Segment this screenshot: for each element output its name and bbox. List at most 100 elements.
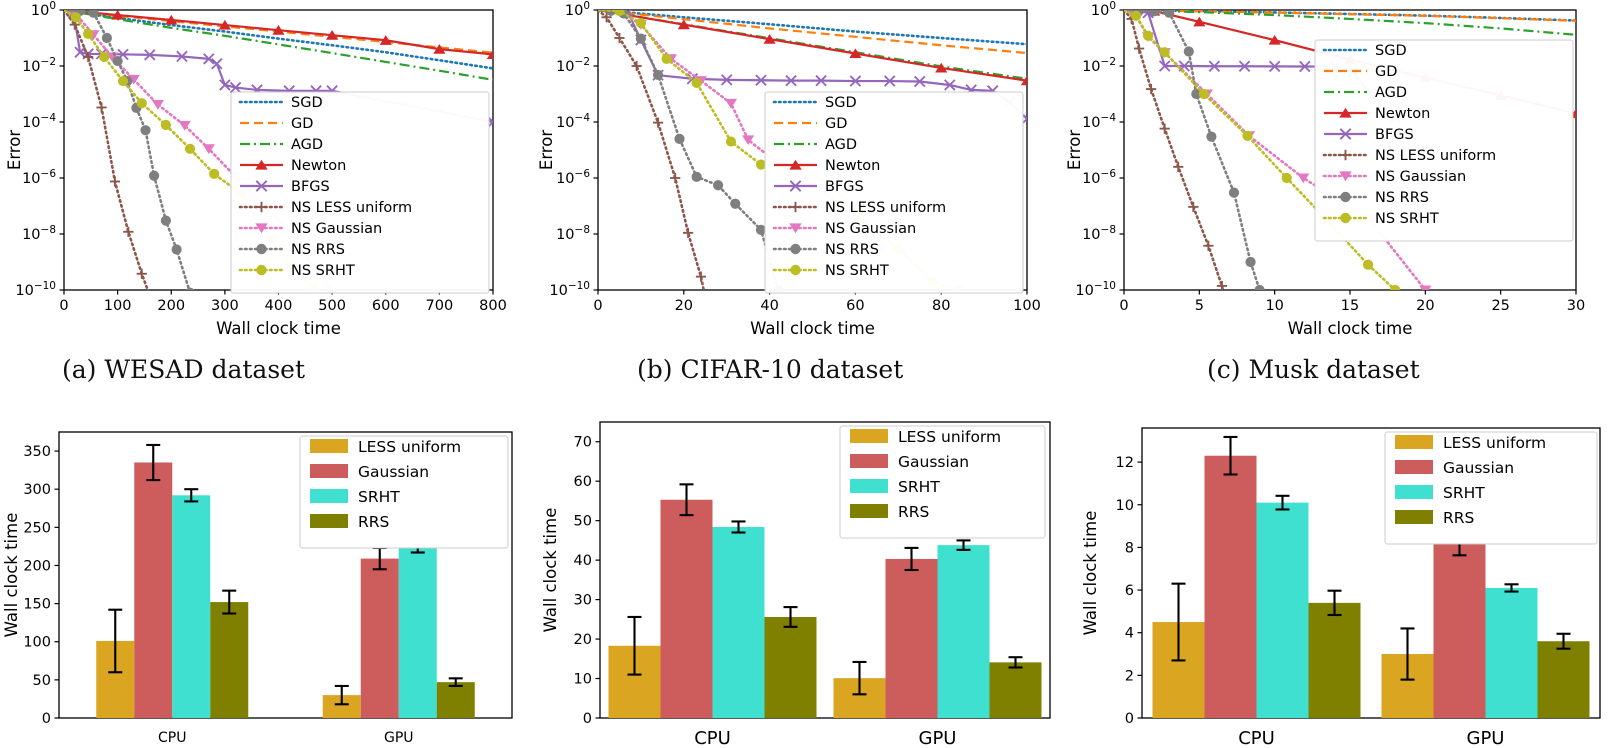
svg-text:200: 200 xyxy=(23,558,51,574)
svg-text:500: 500 xyxy=(318,298,346,314)
svg-text:12: 12 xyxy=(1116,455,1134,471)
svg-text:10−8: 10−8 xyxy=(556,224,590,243)
legend-label-bfgs: BFGS xyxy=(1375,127,1414,143)
error-bar xyxy=(1504,583,1519,593)
legend[interactable]: SGD GD AGD Newton BFGS NS LESS uniform NS Gaus… xyxy=(1314,39,1574,242)
category-label-gpu: GPU xyxy=(1467,728,1505,748)
panel-e-svg: CPU GPU 0 10 20 30 40 50 60 70 Wall clock time LESS… xyxy=(541,421,1051,748)
bar-gpu-srht xyxy=(398,547,437,718)
svg-text:0: 0 xyxy=(1119,298,1128,314)
svg-text:2: 2 xyxy=(1125,668,1134,684)
svg-text:100: 100 xyxy=(565,0,590,19)
svg-text:60: 60 xyxy=(846,298,864,314)
svg-text:6: 6 xyxy=(1125,583,1134,599)
caption-a: (a) WESAD dataset xyxy=(62,355,306,384)
bar-gpu-rrs xyxy=(436,682,475,718)
svg-text:800: 800 xyxy=(479,298,507,314)
svg-text:20: 20 xyxy=(574,632,592,648)
legend-label-gaussian: Gaussian xyxy=(1443,459,1514,477)
error-bar xyxy=(108,608,123,674)
y-axis-label: Wall clock time xyxy=(541,508,560,633)
bar-gpu-rrs xyxy=(989,662,1042,718)
legend[interactable]: SGD GD AGD Newton BFGS NS LESS uniform NS Gaus… xyxy=(230,91,490,294)
error-bar xyxy=(627,615,642,676)
svg-text:100: 100 xyxy=(31,0,56,19)
error-bar xyxy=(1327,589,1342,617)
category-label-gpu: GPU xyxy=(919,728,957,748)
series-line-agd xyxy=(64,10,493,81)
legend-swatch-rrs xyxy=(1395,510,1433,524)
legend-swatch-rrs xyxy=(850,504,888,518)
svg-text:100: 100 xyxy=(1091,0,1116,19)
panel-c-svg: 0 5 10 15 20 25 30 100 10−2 10−4 10−6 10−8 10−10 Wall… xyxy=(1065,0,1585,335)
legend-label-rrs: RRS xyxy=(898,503,929,521)
legend-label-agd: AGD xyxy=(1375,85,1407,101)
bar-cpu-rrs xyxy=(210,602,249,718)
x-axis-label: Wall clock time xyxy=(216,319,341,335)
bar-gpu-rrs xyxy=(1537,641,1590,718)
legend[interactable]: LESS uniform Gaussian SRHT RRS xyxy=(1384,431,1598,545)
category-label-gpu: GPU xyxy=(384,730,414,746)
svg-text:600: 600 xyxy=(372,298,400,314)
svg-text:10−10: 10−10 xyxy=(549,280,590,299)
legend-swatch-gaussian xyxy=(1395,460,1433,474)
legend-label-agd: AGD xyxy=(825,137,857,153)
caption-c: (c) Musk dataset xyxy=(1207,355,1420,384)
svg-text:30: 30 xyxy=(1567,298,1585,314)
svg-text:40: 40 xyxy=(574,553,592,569)
svg-text:250: 250 xyxy=(23,520,51,536)
svg-text:10−2: 10−2 xyxy=(1082,56,1116,75)
svg-text:100: 100 xyxy=(1013,298,1041,314)
error-bar xyxy=(956,539,971,551)
legend-label-ns-less-uniform: NS LESS uniform xyxy=(291,200,412,216)
svg-text:10−8: 10−8 xyxy=(1082,224,1116,243)
svg-text:350: 350 xyxy=(23,444,51,460)
bar-cpu-rrs xyxy=(1308,602,1361,718)
legend-label-newton: Newton xyxy=(291,158,346,174)
svg-text:10−8: 10−8 xyxy=(22,224,56,243)
svg-text:10−6: 10−6 xyxy=(22,168,56,187)
legend-label-bfgs: BFGS xyxy=(825,179,864,195)
error-bar xyxy=(448,677,463,688)
y-axis-label: Error xyxy=(537,130,556,170)
bar-gpu-gaussian xyxy=(1433,543,1486,718)
legend-label-ns-srht: NS SRHT xyxy=(291,263,355,279)
legend-label-ns-rrs: NS RRS xyxy=(291,242,345,258)
bar-chart-musk: CPU GPU 0 2 4 6 8 10 12 Wall clock time LESS unifo… xyxy=(1060,400,1611,748)
svg-text:30: 30 xyxy=(574,593,592,609)
series-line-gd xyxy=(598,10,1027,55)
legend-label-ns-rrs: NS RRS xyxy=(825,242,879,258)
panel-d-svg: CPU GPU 0 50 100 150 200 250 300 350 Wall clock ti… xyxy=(2,431,513,746)
legend[interactable]: LESS uniform Gaussian SRHT RRS xyxy=(839,425,1046,539)
svg-text:300: 300 xyxy=(211,298,239,314)
category-label-cpu: CPU xyxy=(694,728,731,748)
legend-label-less-uniform: LESS uniform xyxy=(358,438,461,456)
error-bar xyxy=(783,606,798,628)
legend-swatch-gaussian xyxy=(850,454,888,468)
series-line-ns-less-uniform xyxy=(1124,10,1225,290)
bar-cpu-srht xyxy=(712,526,765,718)
legend-label-gd: GD xyxy=(291,116,313,132)
legend[interactable]: LESS uniform Gaussian SRHT RRS xyxy=(299,435,509,549)
category-label-cpu: CPU xyxy=(158,730,186,746)
convergence-plot-cifar10: 0 20 40 60 80 100 100 10−2 10−4 10−6 10−8 10−10 Wall… xyxy=(530,0,1060,335)
bar-cpu-srht xyxy=(172,495,211,718)
svg-text:10−10: 10−10 xyxy=(15,280,56,299)
legend-label-less-uniform: LESS uniform xyxy=(898,428,1001,446)
legend-label-less-uniform: LESS uniform xyxy=(1443,434,1546,452)
legend-swatch-less-uniform xyxy=(1395,435,1433,449)
svg-text:10−6: 10−6 xyxy=(556,168,590,187)
legend[interactable]: SGD GD AGD Newton BFGS NS LESS uniform NS Gaus… xyxy=(764,91,1024,294)
legend-label-sgd: SGD xyxy=(825,95,857,111)
legend-label-sgd: SGD xyxy=(1375,43,1407,59)
y-axis-label: Error xyxy=(5,130,24,170)
svg-text:300: 300 xyxy=(23,482,51,498)
svg-text:20: 20 xyxy=(1416,298,1434,314)
error-bar xyxy=(222,589,237,615)
svg-text:80: 80 xyxy=(932,298,950,314)
caption-b: (b) CIFAR-10 dataset xyxy=(637,355,904,384)
bar-gpu-gaussian xyxy=(360,558,399,718)
series-line-ns-srht xyxy=(1124,10,1397,290)
svg-text:10−4: 10−4 xyxy=(1082,112,1116,131)
